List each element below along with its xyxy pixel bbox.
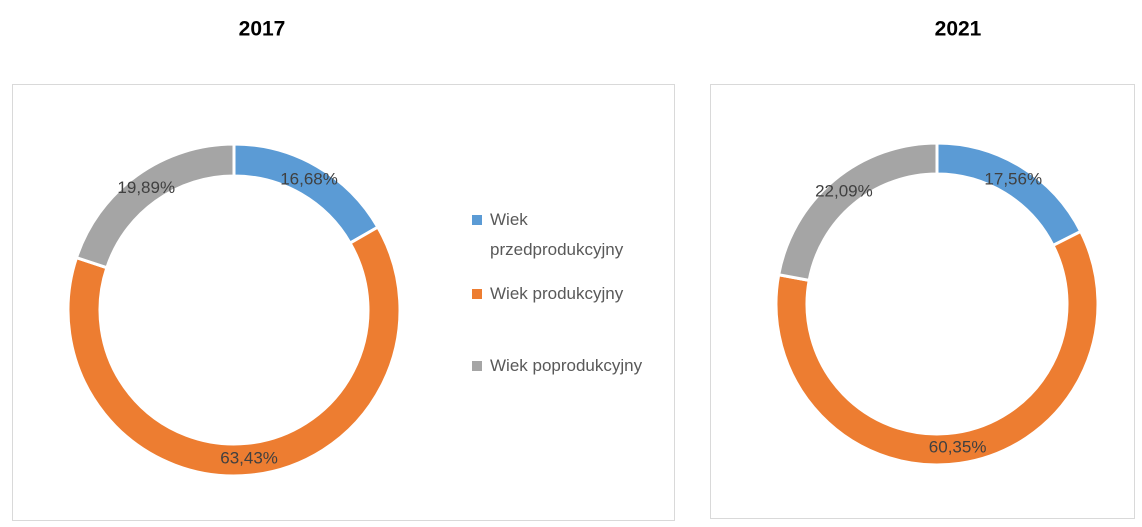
donut-segment bbox=[776, 141, 939, 283]
legend-swatch bbox=[472, 289, 482, 299]
legend-swatch bbox=[472, 215, 482, 225]
data-label: 60,35% bbox=[929, 438, 987, 457]
donut-segment bbox=[66, 225, 402, 478]
legend-swatch bbox=[472, 361, 482, 371]
data-label: 19,89% bbox=[117, 178, 175, 197]
legend-label: Wiek produkcyjny bbox=[490, 284, 624, 303]
donut-segment bbox=[774, 229, 1100, 467]
legend-label: Wiek poprodukcyjny bbox=[490, 356, 643, 375]
legend-label: Wiek przedprodukcyjny bbox=[490, 210, 624, 259]
data-label: 22,09% bbox=[815, 182, 873, 201]
legend-item: Wiek poprodukcyjny bbox=[472, 351, 660, 381]
data-label: 16,68% bbox=[280, 170, 338, 189]
donut-segment bbox=[74, 142, 236, 270]
data-label: 63,43% bbox=[220, 449, 278, 468]
chart-title: 2021 bbox=[935, 18, 982, 41]
legend: Wiek przedprodukcyjny Wiek produkcyjny Wie… bbox=[472, 205, 672, 381]
legend-item: Wiek przedprodukcyjny bbox=[472, 205, 660, 265]
chart-title: 2017 bbox=[239, 18, 286, 41]
chart-frame bbox=[12, 84, 675, 521]
data-label: 17,56% bbox=[984, 170, 1042, 189]
legend-item: Wiek produkcyjny bbox=[472, 279, 660, 309]
